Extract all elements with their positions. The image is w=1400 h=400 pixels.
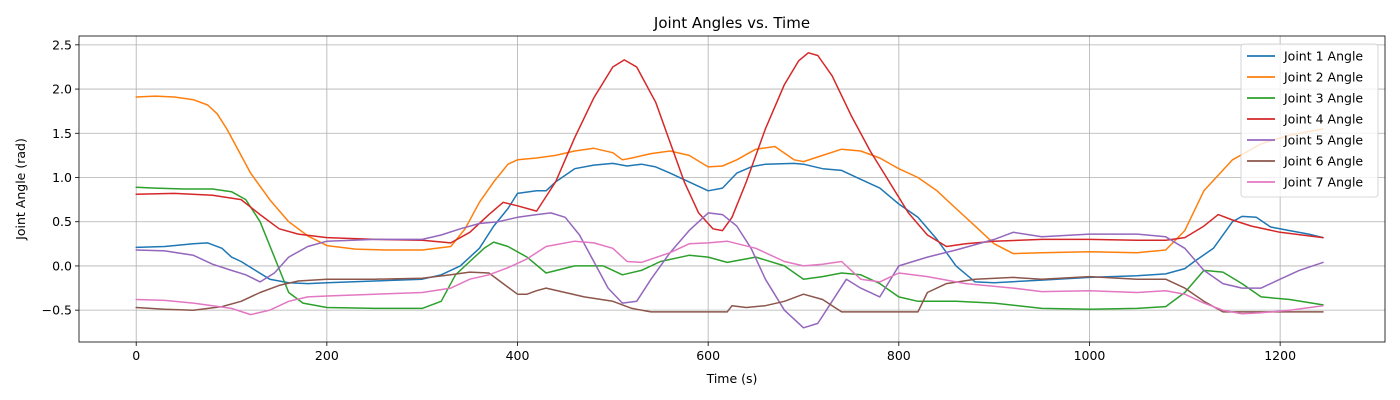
x-tick-label: 800 bbox=[887, 348, 911, 363]
x-tick-label: 1000 bbox=[1074, 348, 1106, 363]
x-axis-ticks: 0 200 400 600 800 1000 1200 bbox=[132, 342, 1296, 363]
legend-label: Joint 1 Angle bbox=[1283, 49, 1363, 64]
y-tick-label: 1.0 bbox=[52, 170, 72, 185]
x-tick-label: 600 bbox=[696, 348, 720, 363]
series-line-joint-5 bbox=[135, 212, 1324, 329]
legend-label: Joint 6 Angle bbox=[1283, 154, 1363, 169]
series-line-joint-7 bbox=[135, 240, 1324, 316]
series-line-joint-6 bbox=[135, 271, 1324, 313]
y-axis-label: Joint Angle (rad) bbox=[13, 138, 28, 241]
y-tick-label: 1.5 bbox=[52, 126, 72, 141]
legend-label: Joint 7 Angle bbox=[1283, 175, 1363, 190]
x-axis-label: Time (s) bbox=[706, 371, 758, 386]
legend-label: Joint 3 Angle bbox=[1283, 91, 1363, 106]
series-line-joint-4 bbox=[135, 52, 1324, 248]
legend: Joint 1 Angle Joint 2 Angle Joint 3 Angle J… bbox=[1240, 43, 1379, 198]
series-lines bbox=[135, 52, 1324, 329]
chart-title: Joint Angles vs. Time bbox=[653, 14, 810, 32]
y-axis-ticks: −0.5 0.0 0.5 1.0 1.5 2.0 2.5 bbox=[42, 37, 79, 318]
x-tick-label: 1200 bbox=[1264, 348, 1296, 363]
plot-frame bbox=[78, 35, 1386, 343]
x-tick-label: 400 bbox=[506, 348, 530, 363]
y-tick-label: 0.5 bbox=[52, 214, 72, 229]
series-line-joint-2 bbox=[135, 95, 1324, 255]
grid-lines bbox=[79, 36, 1385, 342]
series-line-joint-3 bbox=[135, 186, 1324, 311]
legend-box bbox=[1240, 43, 1379, 198]
y-tick-label: 0.0 bbox=[52, 258, 72, 273]
y-tick-label: 2.0 bbox=[52, 82, 72, 97]
y-tick-label: 2.5 bbox=[52, 37, 72, 52]
x-tick-label: 200 bbox=[315, 348, 339, 363]
series-line-joint-1 bbox=[135, 162, 1324, 285]
x-tick-label: 0 bbox=[132, 348, 140, 363]
legend-label: Joint 2 Angle bbox=[1283, 70, 1363, 85]
y-tick-label: −0.5 bbox=[42, 303, 72, 318]
legend-label: Joint 4 Angle bbox=[1283, 112, 1363, 127]
legend-label: Joint 5 Angle bbox=[1283, 133, 1363, 148]
